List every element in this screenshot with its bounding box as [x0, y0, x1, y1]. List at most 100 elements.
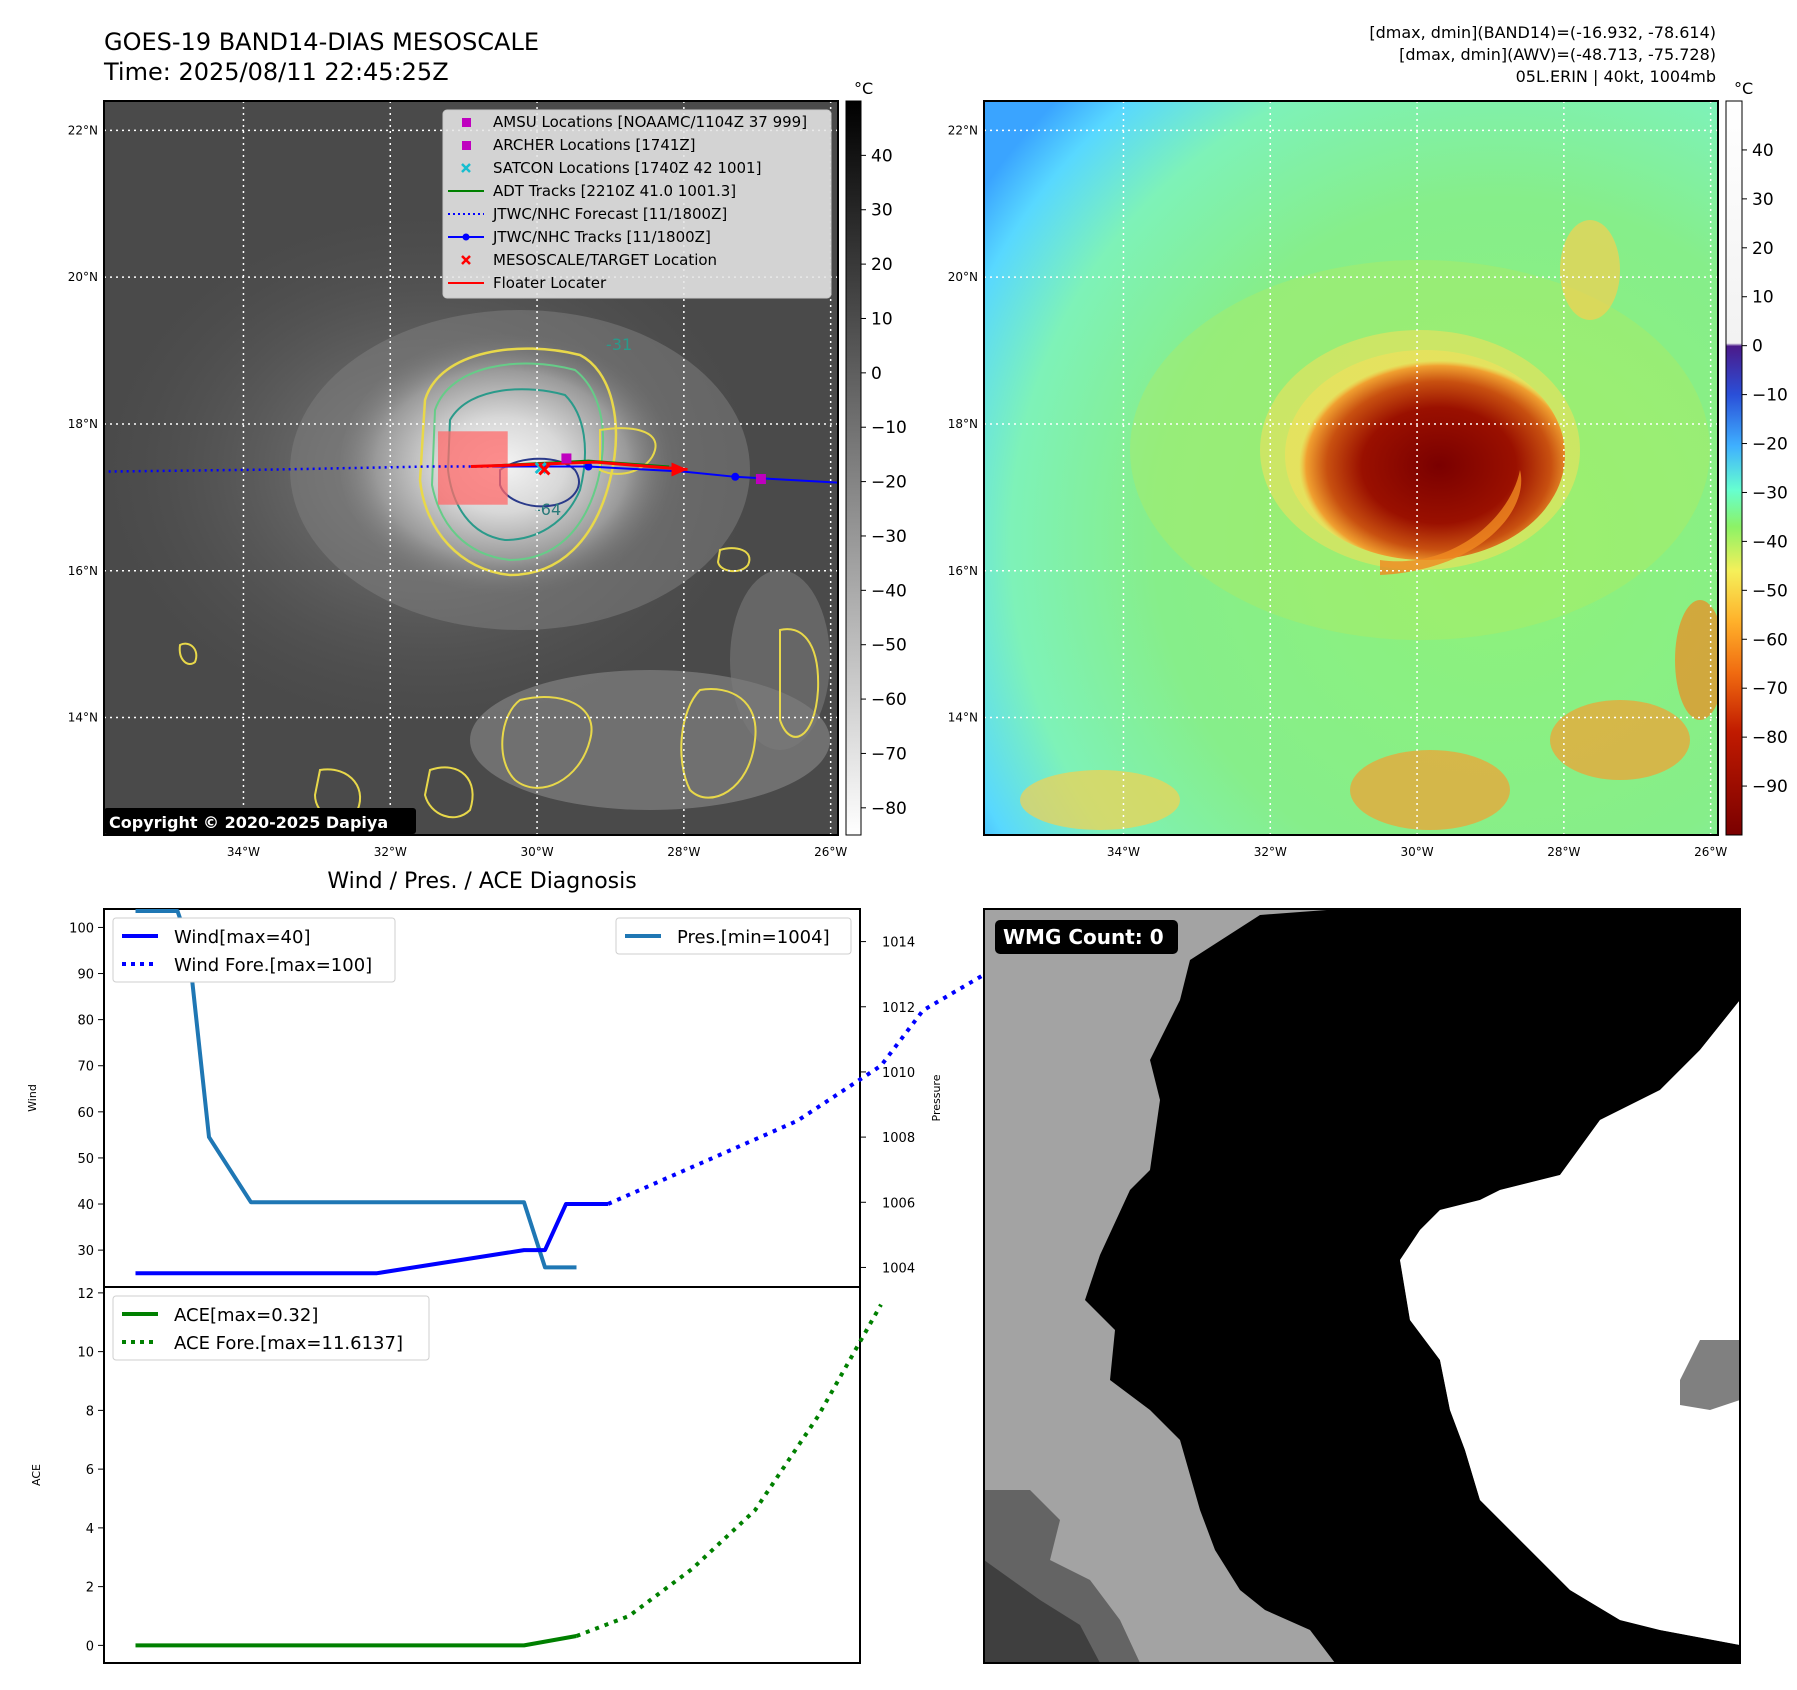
- colorbar-tick-label: −80: [871, 799, 907, 819]
- y-tick-label: 80: [77, 1014, 94, 1029]
- lat-label: 22°N: [948, 123, 978, 137]
- contour-east-band: [599, 427, 657, 475]
- lat-label: 18°N: [68, 417, 98, 431]
- floater-track: [470, 460, 688, 471]
- colorbar-tick-label: 20: [1752, 239, 1774, 259]
- colorbar-tick-label: −70: [871, 744, 907, 764]
- right-map-frame: [983, 100, 1719, 836]
- lon-label: 30°W: [520, 845, 553, 859]
- y-tick-label: 70: [77, 1060, 94, 1075]
- pressure-legend-label: Pres.[min=1004]: [677, 927, 830, 948]
- gray-colorbar-unit: °C: [854, 79, 873, 98]
- ace-legend-label: ACE[max=0.32]: [174, 1305, 318, 1326]
- gray-colorbar: °C 40 30 20 10 0 −10 −20 −30 −40 −50 −60 −70 −80: [845, 79, 907, 836]
- color-colorbar: °C 40 30 20 10 0 −10 −20 −30 −40 −50 −60 −70 −80 −90: [1725, 79, 1788, 836]
- legend-label: JTWC/NHC Tracks [11/1800Z]: [492, 228, 711, 246]
- legend-swatch-dot: [462, 233, 470, 241]
- lon-label: 32°W: [1254, 845, 1287, 859]
- ace-legend-box: [112, 1295, 430, 1361]
- legend-label: ARCHER Locations [1741Z]: [493, 136, 696, 154]
- y2-tick-label: 1006: [882, 1196, 915, 1211]
- colorbar-tick-label: −30: [871, 527, 907, 547]
- colorbar-tick-label: 40: [871, 146, 893, 166]
- colorbar-tick-label: −70: [1752, 679, 1788, 699]
- wind-legend-box: [112, 917, 396, 983]
- colorbar-tick-label: −80: [1752, 728, 1788, 748]
- colorbar-tick-label: 40: [1752, 141, 1774, 161]
- south-convection-2: [1550, 700, 1690, 780]
- y2-tick-label: 1012: [882, 1001, 915, 1016]
- wmg-frame: [983, 908, 1741, 1664]
- y-tick-label: 40: [77, 1198, 94, 1213]
- wind-pressure-panel: Wind Pressure 100 90 80 70 60 50 40 30 1014 1012…: [26, 908, 1051, 1288]
- legend-swatch: [461, 255, 471, 265]
- colorbar-tick-label: −90: [1752, 777, 1788, 797]
- legend-box: [442, 109, 832, 299]
- legend-label: JTWC/NHC Forecast [11/1800Z]: [492, 205, 727, 223]
- y-tick-label: 12: [77, 1287, 94, 1302]
- nhc-track-point: [584, 462, 593, 471]
- lon-label: 30°W: [1400, 845, 1433, 859]
- contour-east-edge: [779, 628, 820, 738]
- colorbar-tick-label: −60: [871, 690, 907, 710]
- y-tick-label: 50: [77, 1152, 94, 1167]
- y-tick-label: 2: [86, 1581, 94, 1596]
- floater-arrowhead: [671, 462, 688, 477]
- ne-convection: [1560, 220, 1620, 320]
- y-tick-label: 30: [77, 1244, 94, 1259]
- legend-swatch: [462, 118, 471, 127]
- y-tick-label: 0: [86, 1639, 94, 1654]
- right-lon-labels: 34°W 32°W 30°W 28°W 26°W: [1107, 845, 1727, 859]
- colorbar-tick-label: −50: [1752, 581, 1788, 601]
- colorbar-tick-label: −10: [1752, 386, 1788, 406]
- colorbar-tick-label: −60: [1752, 630, 1788, 650]
- y2-tick-label: 1008: [882, 1131, 915, 1146]
- storm-info: 05L.ERIN | 40kt, 1004mb: [1516, 67, 1716, 86]
- contour-inner: [446, 388, 586, 542]
- colorbar-tick-label: −10: [871, 418, 907, 438]
- contour-east-small: [716, 547, 751, 573]
- colorbar-tick-label: 30: [1752, 190, 1774, 210]
- wmg-gray-patch-east: [1680, 1340, 1740, 1410]
- cold-cloud-core: [1285, 350, 1565, 560]
- y-tick-label: 100: [69, 921, 94, 936]
- lat-label: 14°N: [948, 711, 978, 725]
- contour-south-2: [680, 688, 757, 799]
- colorbar-tick-label: 0: [871, 364, 882, 384]
- contour-mid: [430, 362, 604, 562]
- lat-label: 20°N: [68, 270, 98, 284]
- lat-label: 20°N: [948, 270, 978, 284]
- diagnosis-title: Wind / Pres. / ACE Diagnosis: [327, 869, 636, 894]
- nhc-track: [493, 465, 838, 484]
- color-colorbar-unit: °C: [1734, 79, 1753, 98]
- colorbar-tick-label: −40: [1752, 532, 1788, 552]
- figure-time: Time: 2025/08/11 22:45:25Z: [103, 58, 449, 86]
- legend-swatch: [461, 163, 471, 173]
- ace-line: [135, 1634, 577, 1648]
- pressure-line: [135, 909, 577, 1270]
- colorbar-tick-label: 10: [871, 309, 893, 329]
- map-legend: AMSU Locations [NOAAMC/1104Z 37 999] ARCH…: [442, 109, 832, 299]
- colorbar-tick-label: 30: [871, 201, 893, 221]
- lon-label: 26°W: [814, 845, 847, 859]
- lat-label: 22°N: [68, 123, 98, 137]
- y-tick-label: 90: [77, 968, 94, 983]
- wind-legend-label: Wind[max=40]: [174, 927, 311, 948]
- lon-label: 28°W: [1547, 845, 1580, 859]
- wmg-panel: WMG Count: 0: [983, 908, 1741, 1664]
- right-lat-labels: 22°N 20°N 18°N 16°N 14°N: [948, 123, 978, 724]
- contour-outer: [418, 347, 618, 577]
- amsu-marker: [755, 474, 766, 485]
- wind-panel-frame: [103, 908, 861, 1288]
- ace-legend: ACE[max=0.32] ACE Fore.[max=11.6137]: [112, 1295, 430, 1361]
- wind-axis-label: Wind: [26, 1084, 39, 1112]
- archer-marker: [561, 453, 572, 464]
- lon-label: 28°W: [667, 845, 700, 859]
- copyright-box: [104, 808, 416, 834]
- colorbar-tick-label: −50: [871, 636, 907, 656]
- wmg-count-text: WMG Count: 0: [1003, 925, 1164, 949]
- pressure-legend-box: [615, 917, 852, 955]
- y-tick-label: 10: [77, 1346, 94, 1361]
- lon-label: 34°W: [227, 845, 260, 859]
